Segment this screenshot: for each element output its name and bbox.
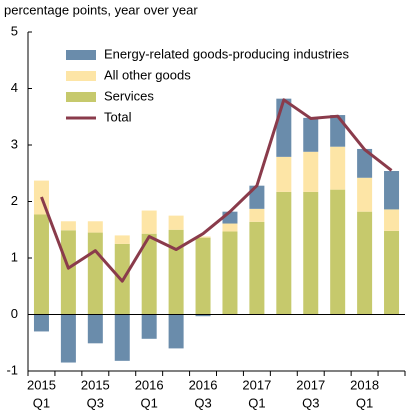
legend-swatch — [66, 71, 96, 81]
y-tick-label: 0 — [11, 306, 18, 321]
bar — [141, 314, 157, 339]
x-tick-label: Q1 — [248, 395, 265, 410]
bar — [168, 314, 184, 349]
bar — [384, 230, 400, 315]
bar — [195, 314, 211, 317]
bar — [357, 177, 373, 212]
y-tick-label: 5 — [11, 23, 18, 38]
y-tick-label: 4 — [11, 80, 18, 95]
bar — [114, 235, 130, 244]
legend-label: Services — [104, 88, 154, 103]
y-axis-label: percentage points, year over year — [4, 2, 198, 17]
x-tick-label: 2017 — [242, 377, 271, 392]
legend-swatch — [66, 92, 96, 102]
legend-swatch — [66, 50, 96, 60]
x-tick-label: 2016 — [135, 377, 164, 392]
bar — [276, 156, 292, 192]
bar — [195, 236, 211, 238]
bar — [60, 221, 76, 231]
x-tick-label: Q3 — [87, 395, 104, 410]
x-tick-label: Q1 — [356, 395, 373, 410]
bar — [384, 209, 400, 231]
bar — [303, 191, 319, 315]
total-line — [40, 98, 393, 283]
x-tick-label: Q3 — [194, 395, 211, 410]
y-tick-label: 3 — [11, 136, 18, 151]
bar — [249, 208, 265, 222]
bar — [87, 232, 103, 315]
bar — [168, 215, 184, 230]
bar — [141, 233, 157, 315]
bar — [330, 115, 346, 147]
y-tick-label: 1 — [11, 249, 18, 264]
bar — [357, 148, 373, 178]
x-tick-label: Q3 — [302, 395, 319, 410]
legend-label: Total — [104, 109, 132, 124]
x-tick-label: 2015 — [27, 377, 56, 392]
bar — [303, 117, 319, 152]
bar — [222, 223, 238, 232]
bar — [357, 211, 373, 315]
bar — [303, 151, 319, 192]
bar — [276, 191, 292, 315]
bar — [33, 314, 49, 332]
bar — [222, 231, 238, 315]
bar — [249, 185, 265, 209]
bar — [33, 214, 49, 315]
x-tick-label: Q1 — [33, 395, 50, 410]
bar — [330, 189, 346, 315]
bar — [114, 314, 130, 361]
bar — [276, 98, 292, 157]
bar — [60, 230, 76, 315]
x-tick-label: 2017 — [296, 377, 325, 392]
legend-label: Energy-related goods-producing industrie… — [104, 46, 349, 61]
x-tick-label: 2016 — [189, 377, 218, 392]
x-tick-label: Q1 — [141, 395, 158, 410]
bar — [168, 229, 184, 315]
bar — [249, 221, 265, 315]
bar — [87, 221, 103, 233]
bar — [87, 314, 103, 344]
x-tick-label: 2018 — [350, 377, 379, 392]
bar — [384, 170, 400, 210]
bar — [141, 210, 157, 234]
bar — [330, 146, 346, 190]
legend-label: All other goods — [104, 67, 191, 82]
bar — [222, 211, 238, 224]
bar — [195, 237, 211, 315]
y-tick-label: -1 — [6, 362, 18, 377]
bar — [60, 314, 76, 363]
x-tick-label: 2015 — [81, 377, 110, 392]
y-tick-label: 2 — [11, 193, 18, 208]
